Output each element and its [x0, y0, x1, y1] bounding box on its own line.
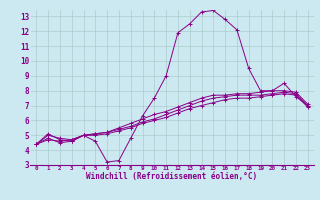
X-axis label: Windchill (Refroidissement éolien,°C): Windchill (Refroidissement éolien,°C): [86, 172, 258, 181]
